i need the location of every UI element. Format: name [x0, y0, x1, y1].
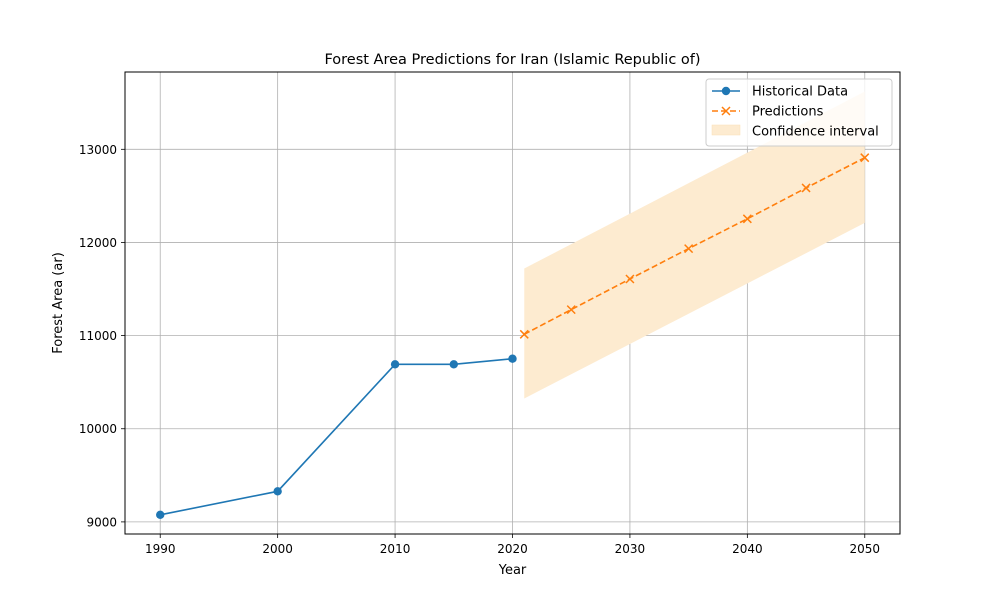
predictions-point: [860, 153, 870, 163]
y-axis-label: Forest Area (ar): [51, 252, 66, 354]
y-tick-label: 11000: [79, 329, 117, 343]
predictions-point: [684, 244, 694, 254]
predictions-point: [742, 214, 752, 224]
y-tick-label: 9000: [86, 515, 117, 529]
x-tick-label: 2050: [849, 542, 880, 556]
historical-data-point: [273, 487, 282, 496]
x-tick-label: 2020: [497, 542, 528, 556]
chart-title: Forest Area Predictions for Iran (Islami…: [324, 52, 700, 68]
series-layer: [156, 153, 870, 520]
y-tick-label: 10000: [79, 422, 117, 436]
legend-historical-marker: [721, 86, 731, 96]
legend-confidence-label: Confidence interval: [752, 125, 879, 140]
y-tick-label: 12000: [79, 236, 117, 250]
legend-historical-label: Historical Data: [752, 85, 848, 100]
x-tick-label: 1990: [145, 542, 176, 556]
legend-confidence-swatch: [711, 124, 741, 136]
x-axis: 1990 2000 2010 2020 2030 2040 2050: [145, 534, 880, 556]
predictions-point: [625, 274, 635, 284]
historical-data-point: [449, 360, 458, 369]
predictions-point: [566, 305, 576, 315]
y-axis: 9000 10000 11000 12000 13000: [79, 143, 125, 529]
legend: Historical Data Predictions Confidence i…: [705, 78, 893, 147]
predictions-point: [801, 183, 811, 193]
historical-data-point: [156, 510, 165, 520]
predictions-point: [519, 329, 529, 339]
x-tick-label: 2040: [732, 542, 763, 556]
legend-predictions-label: Predictions: [752, 105, 824, 120]
legend-predictions-marker: [721, 106, 731, 116]
historical-data-point: [390, 360, 400, 369]
x-tick-label: 2010: [380, 542, 411, 556]
legend-box: [705, 78, 893, 147]
x-tick-label: 2030: [615, 542, 646, 556]
x-tick-label: 2000: [262, 542, 293, 556]
y-tick-label: 13000: [79, 143, 117, 157]
x-axis-label: Year: [498, 563, 527, 578]
historical-data-point: [508, 354, 517, 363]
